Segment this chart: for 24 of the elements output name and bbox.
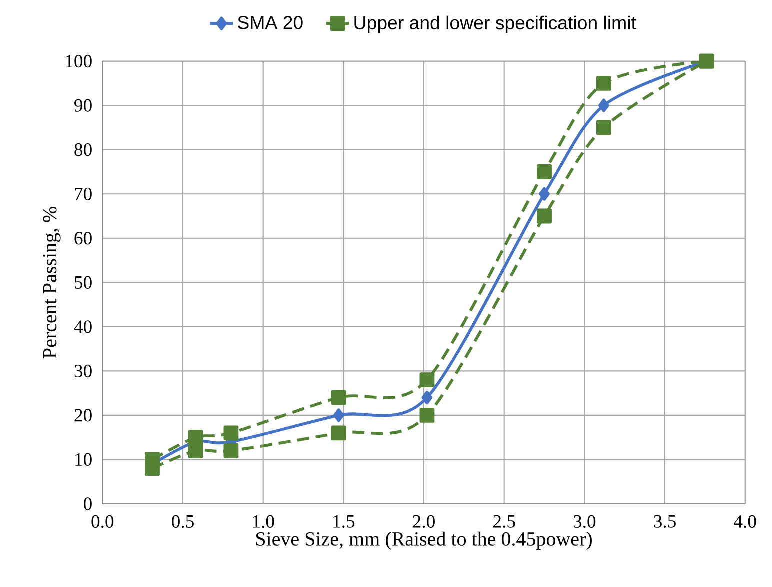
x-tick-label: 3.0 xyxy=(574,516,596,528)
legend-label: Upper and lower specification limit xyxy=(354,16,636,34)
y-tick-label: 70 xyxy=(75,188,92,201)
x-tick-label: 4.0 xyxy=(734,516,756,528)
x-tick-label: 1.0 xyxy=(253,516,274,528)
x-tick-label: 0.0 xyxy=(92,516,114,528)
y-tick-label: 30 xyxy=(74,365,92,378)
y-tick-label: 100 xyxy=(66,55,92,68)
x-axis-title: Sieve Size, mm (Raised to the 0.45power) xyxy=(256,532,592,550)
y-tick-label: 40 xyxy=(74,320,92,334)
x-tick-label: 1.5 xyxy=(334,516,355,528)
legend-label: SMA 20 xyxy=(238,16,303,30)
y-tick-label: 60 xyxy=(74,232,92,245)
y-tick-label: 50 xyxy=(75,276,92,290)
x-tick-label: 3.5 xyxy=(654,516,676,528)
y-axis-title: Percent Passing, % xyxy=(43,207,61,359)
x-tick-label: 2.0 xyxy=(413,516,435,528)
x-tick-label: 0.5 xyxy=(172,516,194,528)
y-tick-label: 80 xyxy=(74,144,92,156)
y-tick-label: 20 xyxy=(74,409,92,422)
y-tick-label: 90 xyxy=(74,99,92,112)
x-tick-label: 2.5 xyxy=(493,516,516,528)
y-tick-label: 0 xyxy=(84,498,92,510)
y-tick-label: 10 xyxy=(76,454,92,466)
